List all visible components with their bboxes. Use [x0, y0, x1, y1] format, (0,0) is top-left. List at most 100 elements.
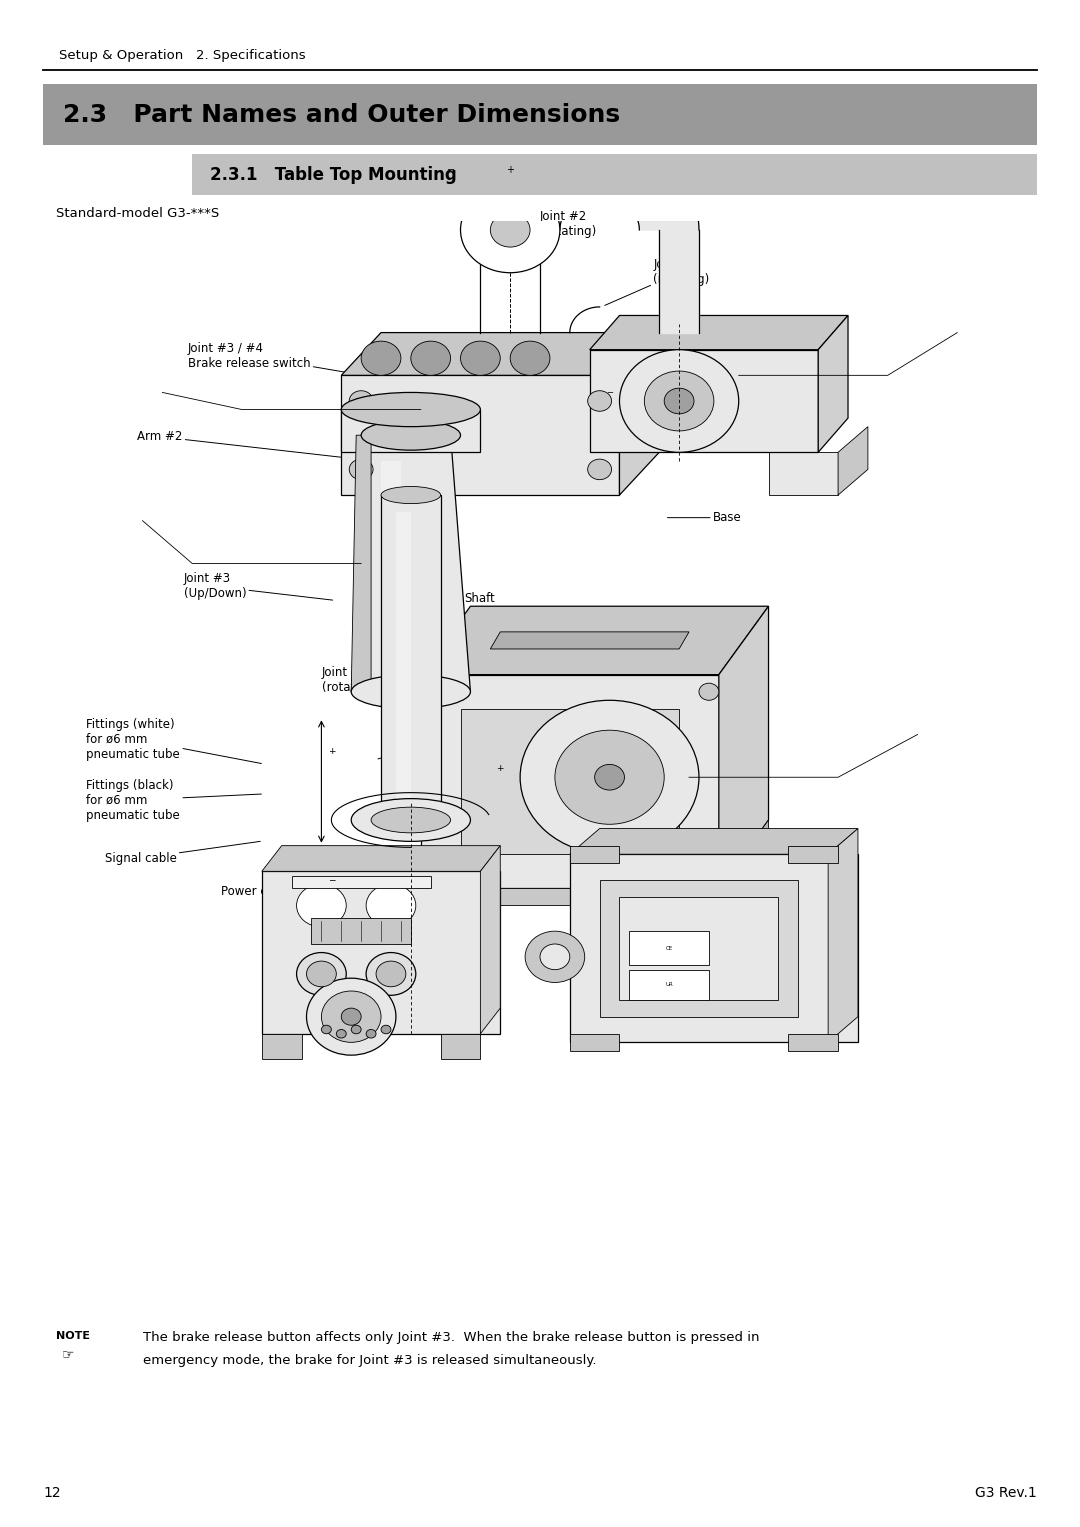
Text: NOTE: NOTE — [56, 1330, 90, 1341]
Polygon shape — [620, 333, 659, 495]
Circle shape — [620, 350, 739, 452]
Polygon shape — [401, 889, 719, 906]
Circle shape — [664, 388, 694, 414]
Polygon shape — [311, 918, 410, 944]
Bar — [599, 880, 798, 1017]
Text: Arm #1: Arm #1 — [634, 316, 755, 359]
Bar — [292, 875, 431, 889]
Bar — [649, 901, 679, 922]
Bar — [570, 1034, 620, 1051]
Bar — [460, 709, 679, 854]
Circle shape — [322, 991, 381, 1043]
Circle shape — [426, 683, 446, 701]
Circle shape — [410, 341, 450, 376]
Circle shape — [366, 1029, 376, 1038]
Text: CE: CE — [665, 945, 673, 951]
Circle shape — [588, 391, 611, 411]
Polygon shape — [261, 846, 500, 872]
Bar — [748, 841, 779, 863]
Text: Base: Base — [667, 512, 742, 524]
Text: −: − — [446, 165, 455, 176]
Text: +: + — [665, 388, 673, 397]
Bar — [261, 872, 500, 1034]
Bar — [630, 970, 708, 1000]
Text: CE label: CE label — [631, 829, 702, 849]
Polygon shape — [421, 675, 719, 889]
Circle shape — [297, 884, 347, 927]
Text: G3 Rev.1: G3 Rev.1 — [975, 1486, 1037, 1501]
Polygon shape — [481, 846, 500, 1034]
Polygon shape — [590, 316, 848, 350]
Circle shape — [381, 1025, 391, 1034]
Bar — [699, 901, 729, 922]
Circle shape — [699, 683, 719, 701]
Polygon shape — [351, 435, 471, 692]
Ellipse shape — [361, 420, 460, 450]
Bar — [410, 901, 441, 922]
Text: Power cable: Power cable — [221, 873, 293, 898]
Polygon shape — [590, 350, 819, 452]
Ellipse shape — [381, 487, 441, 504]
Text: Joint #3 / #4
Brake release switch: Joint #3 / #4 Brake release switch — [188, 342, 383, 379]
Circle shape — [521, 701, 699, 854]
Text: emergency mode, the brake for Joint #3 is released simultaneously.: emergency mode, the brake for Joint #3 i… — [143, 1354, 596, 1368]
Circle shape — [645, 371, 714, 431]
Ellipse shape — [381, 811, 441, 829]
Bar — [381, 495, 441, 820]
Circle shape — [510, 341, 550, 376]
Bar — [788, 1034, 838, 1051]
Text: +: + — [497, 764, 504, 773]
Polygon shape — [341, 376, 620, 495]
Ellipse shape — [351, 799, 471, 841]
Polygon shape — [769, 452, 838, 495]
Text: User connector
(15-pin D-sub connector): User connector (15-pin D-sub connector) — [378, 724, 528, 759]
Circle shape — [588, 460, 611, 479]
Bar — [396, 512, 410, 803]
Text: Signal cable: Signal cable — [105, 841, 260, 864]
Text: Joint #4
(rotating): Joint #4 (rotating) — [322, 666, 378, 699]
Text: −: − — [327, 875, 335, 884]
Polygon shape — [828, 829, 858, 1043]
Circle shape — [297, 953, 347, 996]
Polygon shape — [819, 316, 848, 452]
Bar — [192, 154, 1037, 195]
Circle shape — [540, 944, 570, 970]
Ellipse shape — [372, 808, 450, 832]
Polygon shape — [351, 435, 372, 692]
Bar — [620, 896, 779, 1000]
Text: Joint #2
(rotating): Joint #2 (rotating) — [464, 211, 596, 246]
Circle shape — [525, 931, 584, 982]
Circle shape — [341, 1008, 361, 1025]
Text: +: + — [507, 165, 514, 176]
Polygon shape — [341, 333, 659, 376]
Circle shape — [349, 460, 373, 479]
Bar — [43, 84, 1037, 145]
Bar — [570, 846, 620, 863]
Text: ☞: ☞ — [62, 1348, 75, 1362]
Circle shape — [426, 863, 446, 880]
Circle shape — [699, 863, 719, 880]
Polygon shape — [490, 632, 689, 649]
Text: UR: UR — [665, 982, 673, 986]
Circle shape — [555, 730, 664, 825]
Text: 2.3   Part Names and Outer Dimensions: 2.3 Part Names and Outer Dimensions — [63, 102, 620, 127]
Polygon shape — [500, 145, 699, 231]
Text: Fitting (black)
for ø4 mm
pneumatic tube: Fitting (black) for ø4 mm pneumatic tube — [380, 852, 474, 895]
Circle shape — [595, 765, 624, 789]
Text: −: − — [606, 388, 613, 397]
Polygon shape — [570, 829, 858, 854]
Polygon shape — [719, 606, 769, 889]
Polygon shape — [659, 231, 699, 333]
Ellipse shape — [341, 392, 481, 426]
Circle shape — [349, 391, 373, 411]
Text: Joint #1
(rotating): Joint #1 (rotating) — [605, 258, 710, 305]
Circle shape — [361, 341, 401, 376]
Text: MT label (only for special order): MT label (only for special order) — [576, 647, 764, 669]
Circle shape — [460, 341, 500, 376]
Polygon shape — [421, 606, 769, 675]
Bar — [570, 854, 858, 1043]
Bar — [630, 931, 708, 965]
Text: Joint #3
(Up/Down): Joint #3 (Up/Down) — [184, 573, 333, 600]
Text: Face plate (Manipulator serial No.): Face plate (Manipulator serial No.) — [499, 687, 702, 704]
Text: +: + — [327, 747, 335, 756]
